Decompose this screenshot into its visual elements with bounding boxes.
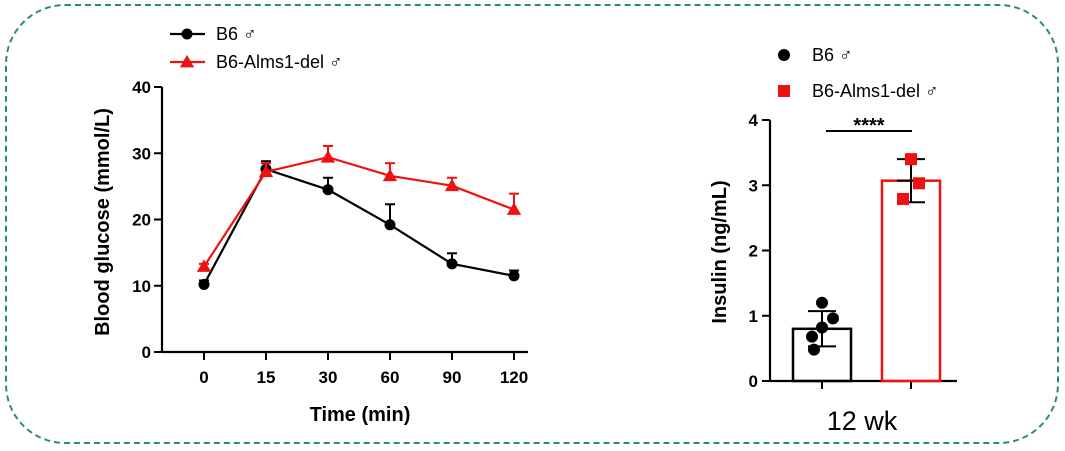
- glucose-legend-label: B6 ♂: [216, 24, 257, 44]
- insulin-y-axis-title: Insulin (ng/mL): [709, 180, 731, 323]
- insulin-data-point: [827, 312, 839, 325]
- insulin-legend-entry: B6-Alms1-del ♂: [778, 81, 939, 101]
- glucose-y-tick-label: 30: [132, 144, 151, 163]
- glucose-data-point: [322, 184, 334, 196]
- glucose-legend-entry: B6-Alms1-del ♂: [170, 52, 343, 72]
- insulin-legend-label: B6 ♂: [812, 45, 853, 65]
- insulin-legend-marker: [778, 85, 790, 97]
- glucose-legend-label: B6-Alms1-del ♂: [216, 52, 343, 72]
- glucose-y-tick-label: 40: [132, 78, 151, 97]
- glucose-y-axis-title: Blood glucose (mmol/L): [92, 108, 114, 336]
- insulin-legend-label: B6-Alms1-del ♂: [812, 81, 939, 101]
- dashed-frame: [5, 4, 1059, 444]
- glucose-x-tick-label: 120: [500, 368, 528, 387]
- glucose-data-point: [258, 164, 274, 178]
- insulin-bar-group-0: [791, 296, 853, 383]
- insulin-data-point: [808, 343, 820, 356]
- insulin-y-tick-label: 2: [749, 242, 758, 261]
- insulin-legend: B6 ♂ B6-Alms1-del ♂: [778, 45, 939, 101]
- glucose-data-point: [384, 219, 396, 231]
- glucose-x-tick-label: 0: [199, 368, 208, 387]
- glucose-x-tick-label: 90: [443, 368, 462, 387]
- insulin-significance-label: ****: [853, 115, 884, 137]
- glucose-data-point: [446, 258, 458, 270]
- glucose-data-point: [506, 202, 522, 215]
- glucose-data-point: [444, 178, 460, 192]
- glucose-y-tick-label: 10: [132, 277, 151, 296]
- insulin-data-point: [905, 153, 917, 166]
- glucose-data-point: [508, 270, 520, 282]
- glucose-x-axis-title: Time (min): [310, 404, 411, 426]
- insulin-y-tick-label: 3: [749, 176, 758, 195]
- glucose-legend-marker: [179, 54, 195, 68]
- insulin-data-point: [816, 321, 828, 334]
- glucose-legend: B6 ♂ B6-Alms1-del ♂: [170, 24, 343, 72]
- glucose-series-1: [196, 144, 522, 272]
- insulin-data-point: [806, 330, 818, 343]
- glucose-series: [196, 144, 522, 290]
- glucose-data-point: [198, 278, 210, 290]
- glucose-data-point: [320, 150, 336, 163]
- glucose-series-0: [198, 160, 520, 290]
- insulin-legend-marker: [778, 49, 790, 61]
- glucose-x-tick-label: 15: [257, 368, 276, 387]
- insulin-legend-entry: B6 ♂: [778, 45, 853, 65]
- glucose-data-point: [382, 168, 398, 182]
- insulin-data-point: [913, 177, 925, 190]
- insulin-bar-chart: B6 ♂ B6-Alms1-del ♂ 0 1 2 3 4 **** 12 wk Insu…: [709, 45, 957, 436]
- insulin-data-point: [897, 192, 909, 205]
- insulin-bars: [791, 153, 942, 383]
- insulin-bar: [880, 179, 942, 383]
- insulin-axes: 0 1 2 3 4: [749, 111, 957, 391]
- glucose-series-line: [203, 167, 515, 285]
- insulin-y-tick-label: 1: [749, 307, 758, 326]
- glucose-y-tick-label: 20: [132, 211, 151, 230]
- insulin-y-tick-label: 4: [749, 111, 759, 130]
- glucose-series-line: [203, 156, 515, 268]
- glucose-axes: 0 10 20 30 40 0 15 30 60 90 120: [132, 78, 528, 387]
- insulin-y-tick-label: 0: [749, 372, 758, 391]
- glucose-data-point: [196, 259, 212, 272]
- insulin-x-axis-title: 12 wk: [827, 406, 898, 436]
- insulin-data-point: [816, 296, 828, 309]
- glucose-legend-entry: B6 ♂: [170, 24, 257, 44]
- glucose-y-tick-label: 0: [142, 343, 151, 362]
- glucose-x-tick-label: 30: [319, 368, 338, 387]
- glucose-legend-marker: [181, 28, 193, 40]
- glucose-line-chart: B6 ♂ B6-Alms1-del ♂ 0 10 20 30 40 0 15 30 60 90 120…: [92, 24, 528, 426]
- insulin-bar-group-1: [880, 153, 942, 383]
- glucose-x-tick-label: 60: [381, 368, 400, 387]
